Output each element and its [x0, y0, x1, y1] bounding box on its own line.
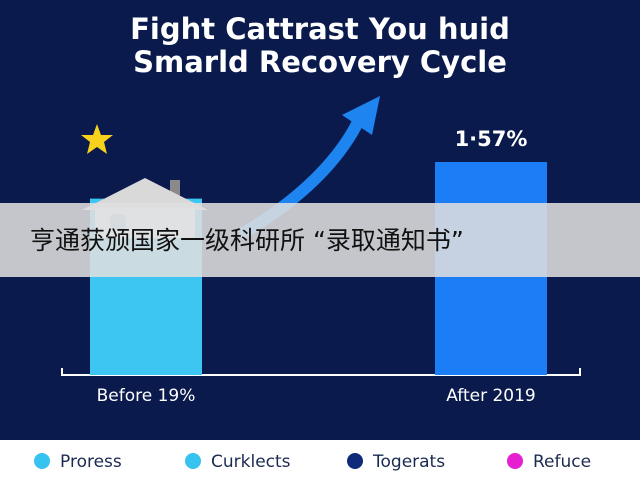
- legend-swatch: [347, 453, 363, 469]
- legend-swatch: [34, 453, 50, 469]
- x-tick-label: Before 19%: [97, 386, 196, 406]
- overlay-banner: [0, 203, 640, 277]
- legend-background: [0, 440, 640, 480]
- trend-arrowhead: [342, 96, 380, 135]
- star-icon: [81, 124, 113, 154]
- legend-label: Proress: [60, 452, 122, 472]
- chart-title: Fight Cattrast You huid: [130, 12, 510, 46]
- chart-title: Smarld Recovery Cycle: [133, 45, 507, 79]
- legend-swatch: [185, 453, 201, 469]
- legend-swatch: [507, 453, 523, 469]
- legend-label: Refuce: [533, 452, 591, 472]
- overlay-text: 亨通获颁国家一级科研所 “录取通知书”: [30, 226, 464, 255]
- x-tick-label: After 2019: [446, 386, 536, 406]
- legend-label: Togerats: [372, 452, 445, 472]
- legend-label: Curklects: [211, 452, 291, 472]
- value-label: 1·57%: [455, 127, 528, 151]
